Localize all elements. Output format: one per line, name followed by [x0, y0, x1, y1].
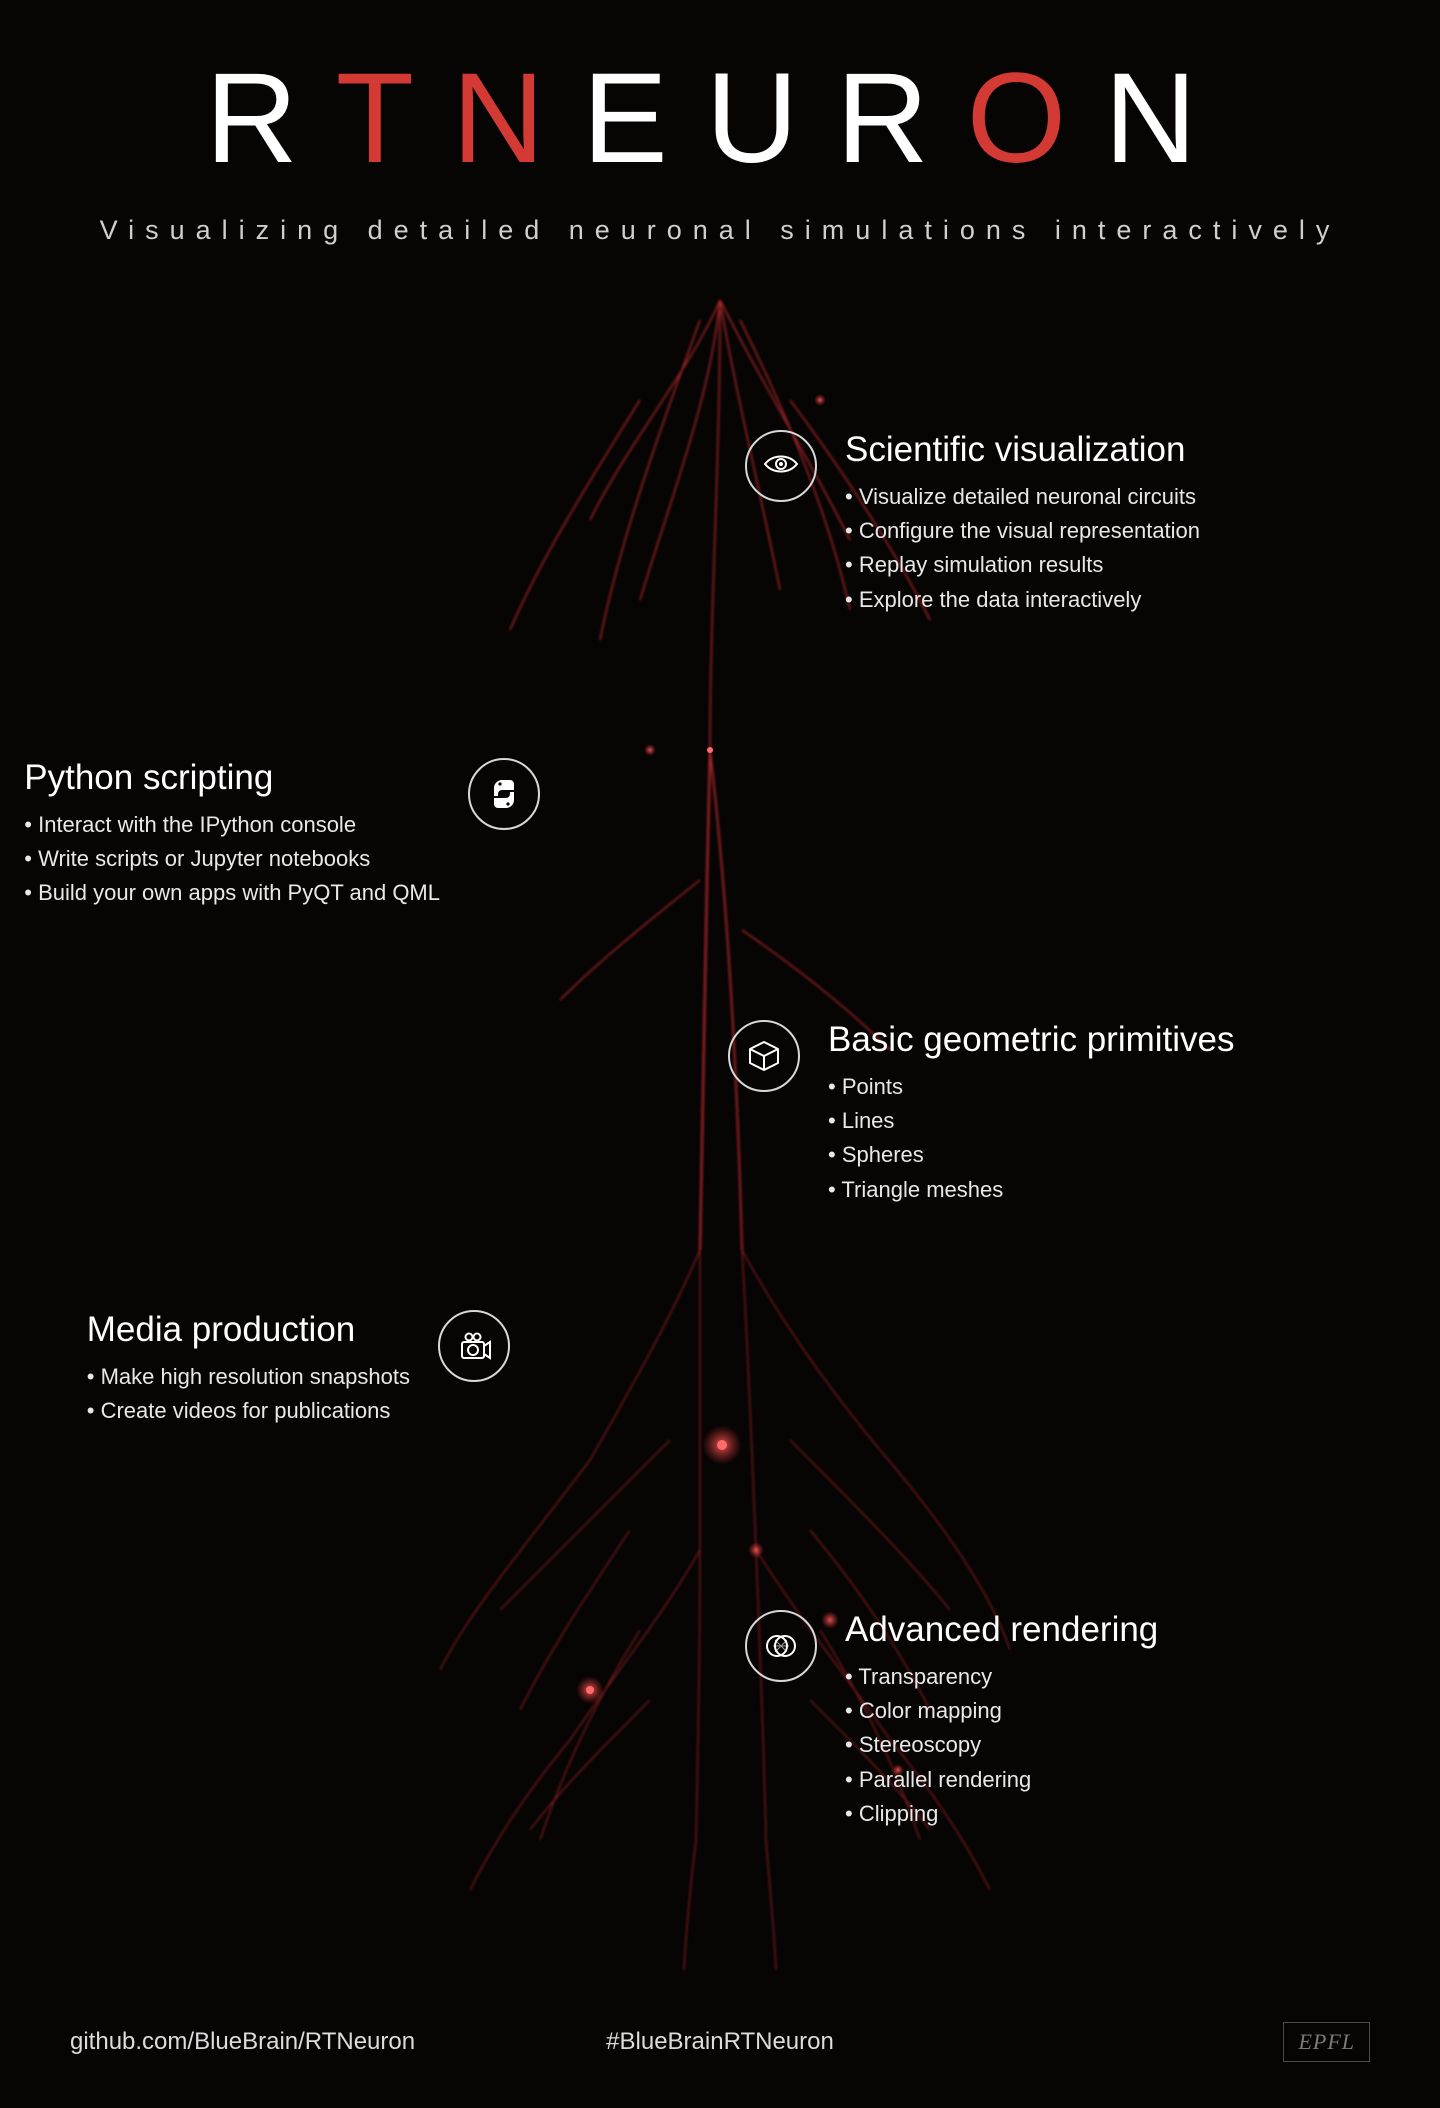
- feature-bullet: Configure the visual representation: [845, 514, 1200, 548]
- title-letter: O: [967, 55, 1105, 183]
- page-title: RTNEURON: [0, 55, 1440, 183]
- title-letter: E: [582, 55, 705, 183]
- feature-bullets: TransparencyColor mappingStereoscopyPara…: [845, 1660, 1158, 1830]
- feature-bullet: Clipping: [845, 1797, 1158, 1831]
- cube-icon: [728, 1020, 800, 1092]
- feature-bullet: Points: [828, 1070, 1235, 1104]
- feature-bullet: Stereoscopy: [845, 1728, 1158, 1762]
- feature-bullet: Replay simulation results: [845, 548, 1200, 582]
- feature-bullet: Write scripts or Jupyter notebooks: [24, 842, 440, 876]
- feature-basic-geometric-primitives: Basic geometric primitives PointsLinesSph…: [728, 1020, 1235, 1207]
- feature-body: Media production Make high resolution sna…: [87, 1310, 410, 1428]
- feature-body: Scientific visualization Visualize detail…: [845, 430, 1200, 617]
- feature-bullet: Make high resolution snapshots: [87, 1360, 410, 1394]
- feature-advanced-rendering: Advanced rendering TransparencyColor mapp…: [745, 1610, 1158, 1831]
- feature-title: Scientific visualization: [845, 430, 1200, 470]
- feature-bullets: Interact with the IPython consoleWrite s…: [24, 808, 440, 910]
- title-letter: R: [836, 55, 966, 183]
- title-letter: N: [1104, 55, 1234, 183]
- feature-bullet: Visualize detailed neuronal circuits: [845, 480, 1200, 514]
- title-letter: T: [336, 55, 452, 183]
- footer: github.com/BlueBrain/RTNeuron #BlueBrain…: [0, 2022, 1440, 2062]
- feature-bullet: Color mapping: [845, 1694, 1158, 1728]
- feature-bullet: Interact with the IPython console: [24, 808, 440, 842]
- feature-body: Advanced rendering TransparencyColor mapp…: [845, 1610, 1158, 1831]
- title-letter: U: [706, 55, 836, 183]
- feature-bullet: Create videos for publications: [87, 1394, 410, 1428]
- feature-bullets: Make high resolution snapshotsCreate vid…: [87, 1360, 410, 1428]
- feature-media-production: Media production Make high resolution sna…: [87, 1310, 510, 1428]
- title-letter: N: [452, 55, 582, 183]
- footer-url: github.com/BlueBrain/RTNeuron: [70, 2028, 415, 2056]
- feature-bullets: PointsLinesSpheresTriangle meshes: [828, 1070, 1235, 1206]
- feature-title: Python scripting: [24, 758, 440, 798]
- feature-bullet: Build your own apps with PyQT and QML: [24, 876, 440, 910]
- page-subtitle: Visualizing detailed neuronal simulation…: [0, 215, 1440, 246]
- feature-title: Advanced rendering: [845, 1610, 1158, 1650]
- feature-scientific-visualization: Scientific visualization Visualize detail…: [745, 430, 1200, 617]
- camera-icon: [438, 1310, 510, 1382]
- feature-bullet: Triangle meshes: [828, 1173, 1235, 1207]
- footer-hashtag: #BlueBrainRTNeuron: [606, 2028, 834, 2056]
- python-icon: [468, 758, 540, 830]
- feature-bullets: Visualize detailed neuronal circuitsConf…: [845, 480, 1200, 616]
- feature-bullet: Spheres: [828, 1138, 1235, 1172]
- feature-bullet: Transparency: [845, 1660, 1158, 1694]
- feature-bullet: Explore the data interactively: [845, 583, 1200, 617]
- feature-body: Basic geometric primitives PointsLinesSph…: [828, 1020, 1235, 1207]
- venn-icon: [745, 1610, 817, 1682]
- feature-bullet: Parallel rendering: [845, 1763, 1158, 1797]
- feature-title: Media production: [87, 1310, 410, 1350]
- feature-title: Basic geometric primitives: [828, 1020, 1235, 1060]
- epfl-logo: EPFL: [1283, 2022, 1370, 2062]
- feature-python-scripting: Python scripting Interact with the IPytho…: [24, 758, 540, 911]
- feature-body: Python scripting Interact with the IPytho…: [24, 758, 440, 911]
- eye-icon: [745, 430, 817, 502]
- title-letter: R: [205, 55, 335, 183]
- feature-bullet: Lines: [828, 1104, 1235, 1138]
- header: RTNEURON Visualizing detailed neuronal s…: [0, 55, 1440, 246]
